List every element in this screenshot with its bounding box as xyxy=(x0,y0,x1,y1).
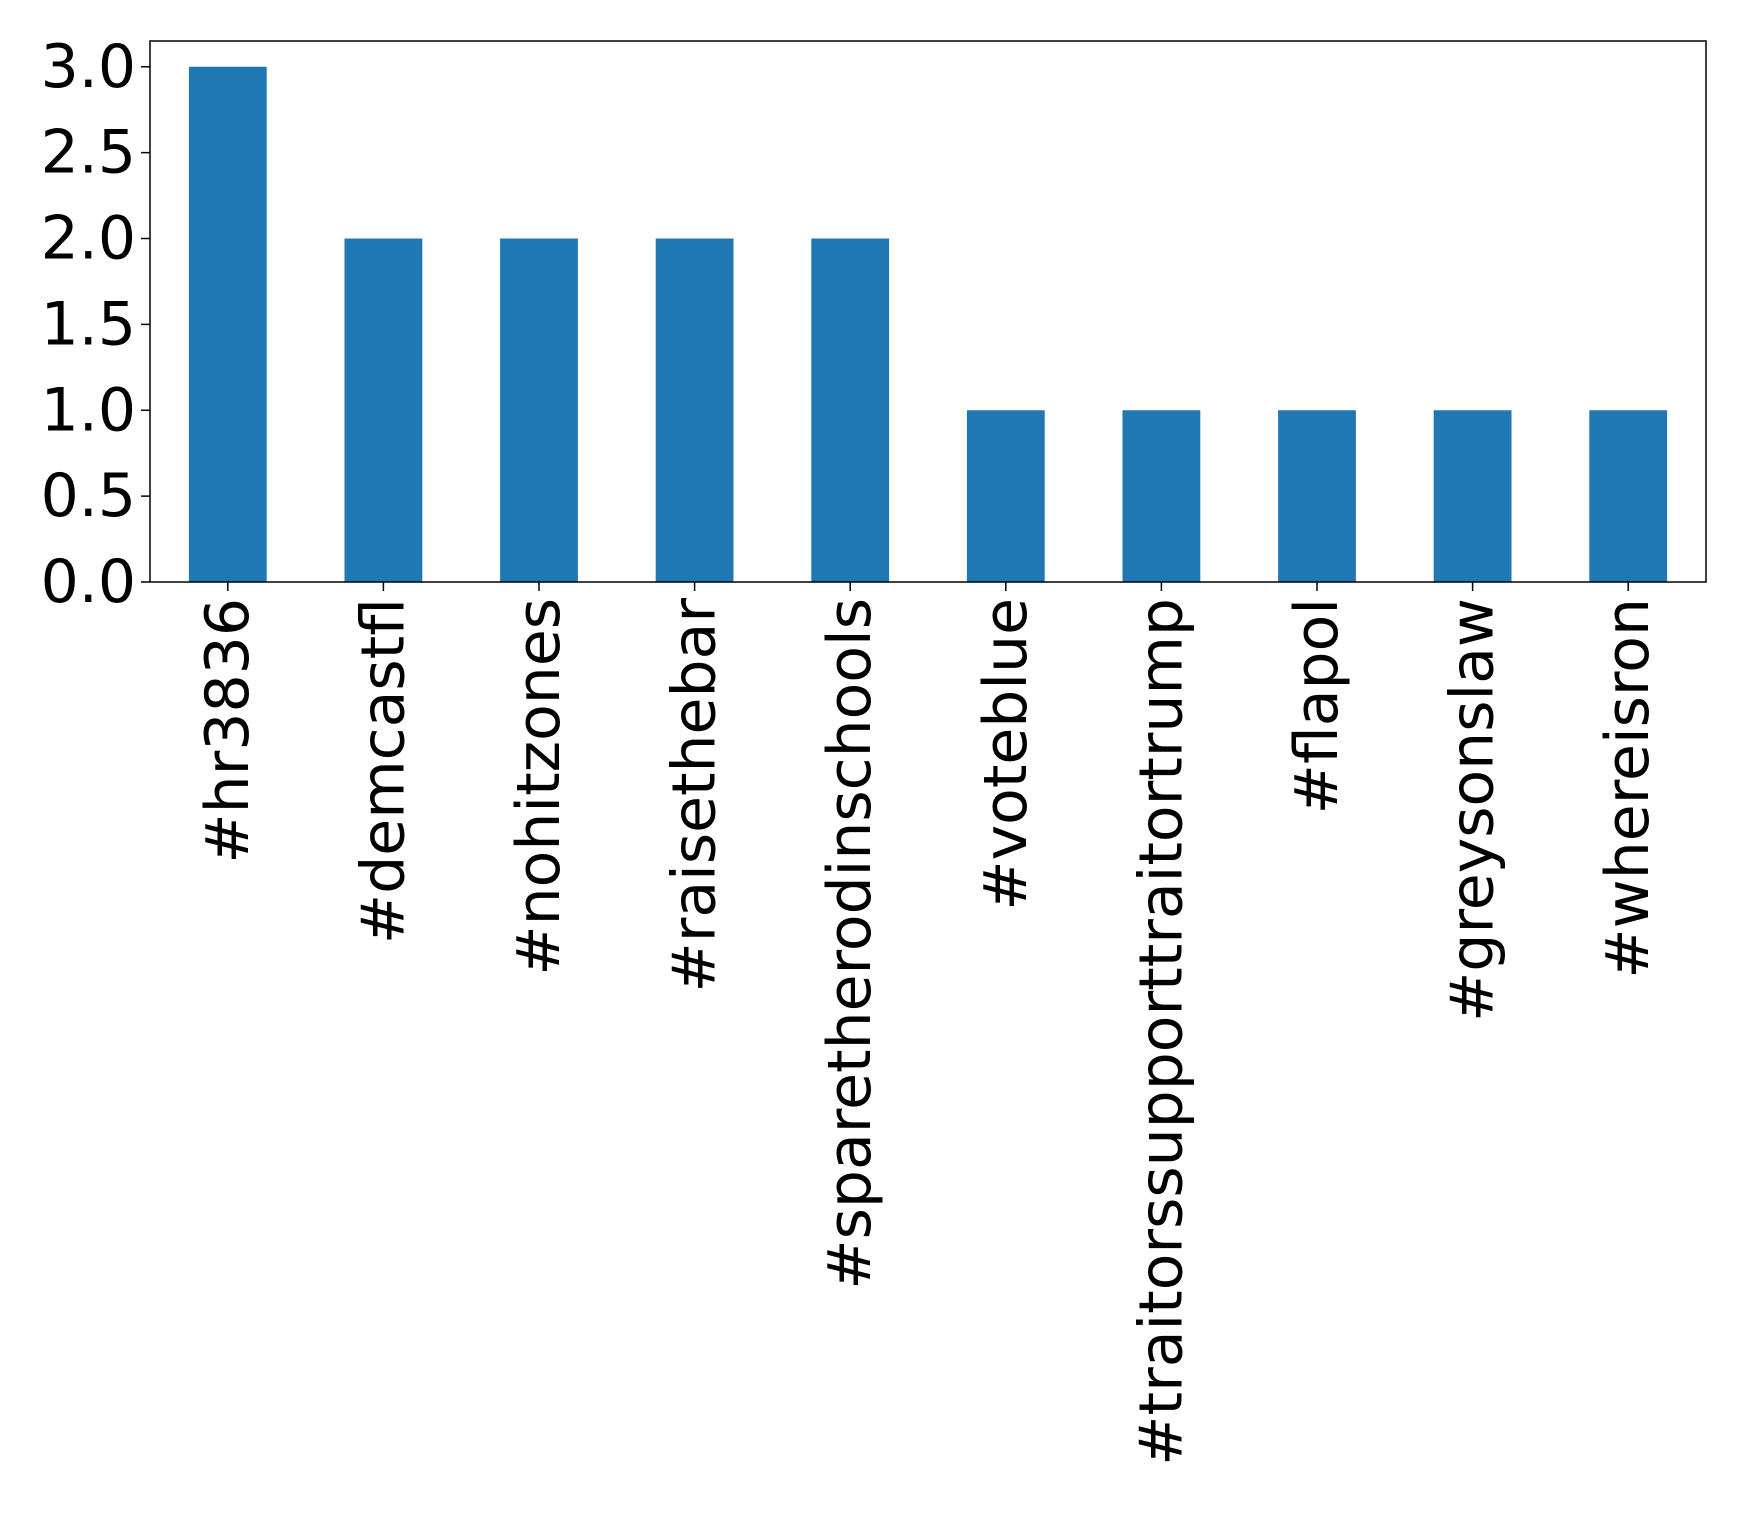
bar-demcastfl xyxy=(344,238,423,582)
y-tick-label: 2.0 xyxy=(41,204,136,274)
x-tick-label: #sparetherodinschools xyxy=(815,598,885,1290)
bars-group xyxy=(188,66,1668,582)
bar-whereisron xyxy=(1589,410,1668,582)
bar-flapol xyxy=(1278,410,1356,582)
x-tick-label: #raisethebar xyxy=(660,598,730,993)
x-tick-label: #nohitzones xyxy=(504,598,574,976)
y-tick-label: 0.0 xyxy=(41,547,136,617)
x-tick-label: #voteblue xyxy=(971,598,1041,911)
bar-sparetherodinschools xyxy=(811,238,890,582)
x-tick-label: #demcastfl xyxy=(348,598,418,944)
y-axis: 0.0 0.5 1.0 1.5 2.0 2.5 3.0 xyxy=(41,32,150,617)
x-tick-label: #flapol xyxy=(1282,598,1352,814)
y-tick-label: 1.5 xyxy=(41,289,136,359)
y-tick-label: 2.5 xyxy=(41,118,136,188)
plot-frame xyxy=(149,40,1707,583)
x-tick-label: #greysonslaw xyxy=(1438,598,1508,1022)
bar-voteblue xyxy=(966,410,1045,582)
bar-hr3836 xyxy=(188,66,267,582)
x-tick-label: #hr3836 xyxy=(193,598,263,864)
x-axis: #hr3836 #demcastfl #nohitzones #raisethebar… xyxy=(193,582,1663,1466)
bar-greysonslaw xyxy=(1433,410,1512,582)
bar-traitorssupporttraitortrump xyxy=(1122,410,1201,582)
bar-nohitzones xyxy=(500,238,578,582)
x-tick-label: #whereisron xyxy=(1593,598,1663,979)
y-tick-label: 0.5 xyxy=(41,461,136,531)
y-tick-label: 1.0 xyxy=(41,375,136,445)
y-tick-label: 3.0 xyxy=(41,32,136,102)
x-tick-label: #traitorssupporttraitortrump xyxy=(1126,598,1196,1466)
bar-raisethebar xyxy=(655,238,734,582)
